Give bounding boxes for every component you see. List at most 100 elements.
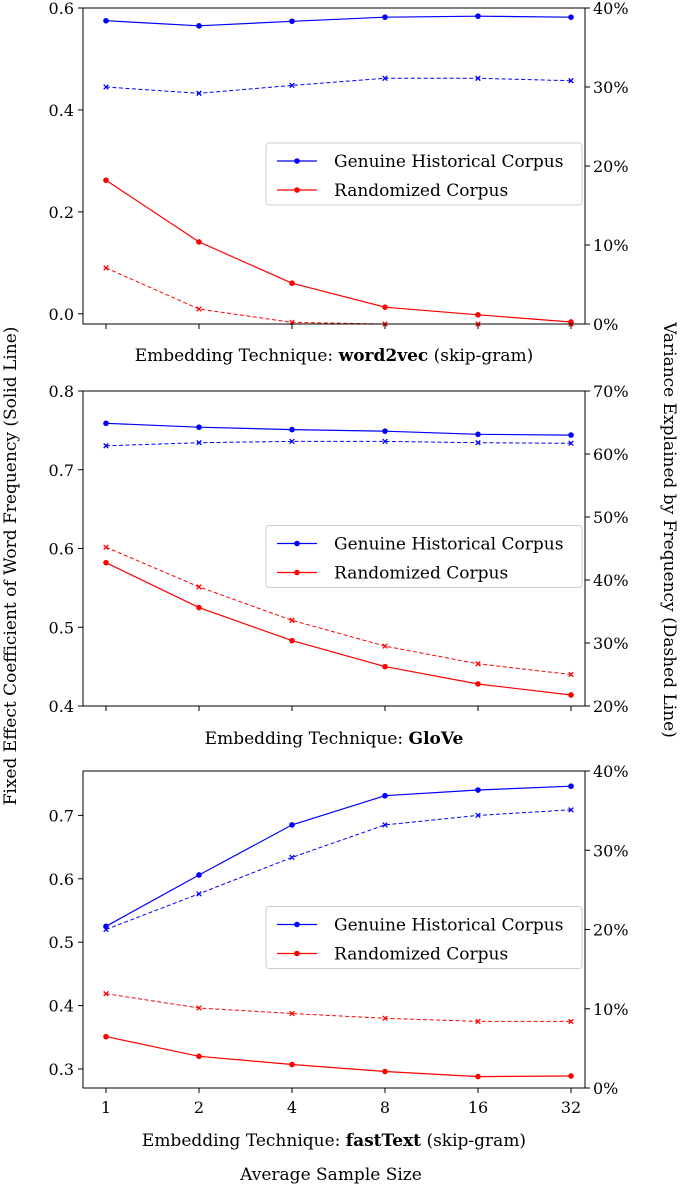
data-point-x-marker <box>103 926 109 933</box>
legend-entry-label: Genuine Historical Corpus <box>334 535 563 555</box>
left-y-tick-label: 0.6 <box>49 540 74 559</box>
data-point-x-marker <box>196 439 202 446</box>
data-point <box>568 783 574 790</box>
left-y-tick-label: 0.0 <box>49 305 74 324</box>
left-y-tick-label: 0.7 <box>49 806 74 825</box>
left-y-tick-label: 0.8 <box>49 382 74 401</box>
legend <box>265 525 583 588</box>
data-point-x-marker <box>289 617 295 624</box>
series-line <box>105 440 572 447</box>
right-y-tick-label: 20% <box>593 157 629 176</box>
data-point-x-marker <box>382 822 388 828</box>
panel-title: Embedding Technique: word2vec (skip-gram… <box>135 346 534 366</box>
data-point-x-marker <box>382 1015 388 1022</box>
legend-swatch-marker <box>294 569 300 576</box>
left-y-tick-label: 0.4 <box>49 997 74 1016</box>
data-point-x-marker <box>475 75 481 82</box>
legend-entry-label: Randomized Corpus <box>334 181 508 201</box>
x-tick-label: 8 <box>380 1098 390 1117</box>
data-point-x-marker <box>568 671 574 678</box>
data-point-x-marker <box>289 82 295 89</box>
data-point <box>289 822 295 828</box>
right-y-tick-label: 20% <box>593 921 629 940</box>
right-y-tick-label: 70% <box>593 382 629 401</box>
series-line <box>105 267 571 325</box>
chart-panel-1: 0.0 0.2 0.4 0.6 0% 10% 20% 30% 40% Genuine Histor… <box>49 0 629 366</box>
data-point <box>196 1053 202 1060</box>
data-point <box>289 426 295 433</box>
x-tick-label: 2 <box>194 1098 204 1117</box>
data-point-x-marker <box>568 1018 574 1025</box>
data-point <box>103 559 109 566</box>
data-point-x-marker <box>103 443 109 449</box>
right-y-tick-label: 40% <box>593 571 629 590</box>
data-point <box>103 177 109 184</box>
x-tick-label: 4 <box>287 1098 297 1117</box>
data-point <box>196 872 202 878</box>
series-line <box>105 1036 572 1078</box>
data-point <box>382 14 388 20</box>
series-line <box>105 785 572 927</box>
data-point-x-marker <box>289 1010 295 1017</box>
data-point-x-marker <box>196 891 202 897</box>
series-line <box>105 179 572 323</box>
data-point <box>382 428 388 434</box>
series-line <box>105 809 572 930</box>
data-point <box>475 1073 481 1080</box>
left-y-tick-label: 0.5 <box>49 618 74 637</box>
shared-x-axis-label: Average Sample Size <box>239 1165 422 1185</box>
data-point <box>103 17 109 24</box>
left-y-tick-label: 0.2 <box>49 203 74 222</box>
right-y-tick-label: 20% <box>593 697 629 716</box>
right-y-tick-label: 40% <box>593 0 629 18</box>
left-y-tick-label: 0.5 <box>49 933 74 952</box>
left-y-tick-label: 0.6 <box>49 0 74 18</box>
series-line <box>105 562 572 696</box>
data-point-x-marker <box>475 812 481 819</box>
series-line <box>105 422 572 436</box>
shared-right-axis-label: Variance Explained by Frequency (Dashed … <box>659 321 679 738</box>
chart-panel-2: 0.4 0.5 0.6 0.7 0.8 20% 30% 40% 50% 60% 70% Genuine… <box>49 382 629 749</box>
right-y-tick-label: 10% <box>593 236 629 255</box>
data-point-x-marker <box>475 1018 481 1025</box>
data-point <box>289 637 295 644</box>
right-y-tick-label: 30% <box>593 634 629 653</box>
shared-left-axis-label: Fixed Effect Coefficient of Word Frequen… <box>1 327 21 806</box>
legend-swatch-marker <box>294 187 300 193</box>
legend <box>265 142 583 206</box>
data-point-x-marker <box>475 661 481 667</box>
plot-frame <box>82 7 586 325</box>
legend-swatch-marker <box>294 921 300 928</box>
data-point-x-marker <box>568 77 574 84</box>
right-y-tick-label: 60% <box>593 445 629 464</box>
plot-frame <box>82 390 586 707</box>
series-line <box>105 993 571 1022</box>
data-point <box>382 1068 388 1075</box>
chart-panel-3: 0.3 0.4 0.5 0.6 0.7 0% 10% 20% 30% 40% 1 2 4 8 16 32 Gen… <box>49 762 629 1151</box>
data-point <box>568 432 574 438</box>
x-tick-label: 1 <box>101 1098 111 1117</box>
data-point-x-marker <box>196 584 202 590</box>
series-line <box>105 546 572 675</box>
panel-title: Embedding Technique: GloVe <box>205 729 464 749</box>
right-y-tick-label: 0% <box>593 315 618 334</box>
data-point-x-marker <box>289 438 295 445</box>
data-point <box>475 431 481 438</box>
data-point <box>382 792 388 799</box>
data-point <box>289 280 295 287</box>
data-point <box>568 14 574 20</box>
legend-entry-label: Randomized Corpus <box>334 564 508 584</box>
series-line <box>105 77 572 94</box>
data-point-x-marker <box>382 438 388 445</box>
data-point <box>196 23 202 29</box>
series-line <box>105 15 572 27</box>
legend-entry-label: Genuine Historical Corpus <box>334 916 563 936</box>
data-point-x-marker <box>196 90 202 97</box>
legend-swatch-marker <box>294 158 300 164</box>
legend-entry-label: Genuine Historical Corpus <box>334 152 563 172</box>
left-y-tick-label: 0.3 <box>49 1060 74 1079</box>
right-y-tick-label: 50% <box>593 508 629 527</box>
data-point-x-marker <box>289 854 295 861</box>
